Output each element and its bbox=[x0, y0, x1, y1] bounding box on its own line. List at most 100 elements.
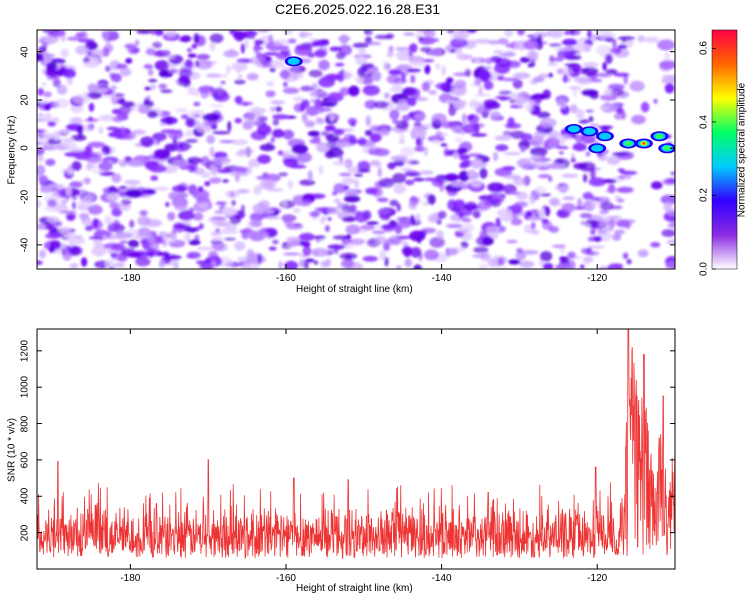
spectrogram-cell bbox=[66, 214, 76, 221]
spectrogram-cell bbox=[371, 230, 386, 235]
spectrogram-cell bbox=[454, 79, 467, 89]
spectrogram-cell bbox=[320, 260, 329, 268]
spectrogram-cell bbox=[160, 129, 178, 134]
spectrogram-cell bbox=[241, 230, 250, 240]
spectrogram-cell bbox=[158, 260, 166, 268]
spectrogram-cell bbox=[143, 64, 153, 69]
snr-peak-point bbox=[595, 466, 597, 468]
spectrogram-cell bbox=[226, 64, 231, 74]
spectrogram-cell bbox=[175, 107, 188, 113]
spectrogram-cell bbox=[389, 199, 399, 207]
spectrogram-cell bbox=[132, 129, 146, 135]
spectrogram-cell bbox=[383, 92, 390, 99]
spectrogram-cell bbox=[360, 224, 376, 231]
spectrogram-cell bbox=[162, 49, 171, 55]
spectrogram-cell bbox=[622, 252, 629, 260]
spectrogram-cell bbox=[401, 114, 411, 122]
spectrogram-cell bbox=[521, 250, 539, 255]
spectrogram-cell bbox=[209, 177, 222, 184]
snr-peak-point bbox=[643, 353, 645, 356]
spectrogram-cell bbox=[561, 173, 579, 178]
spectrogram-cell bbox=[564, 63, 580, 67]
spectrogram-cell bbox=[413, 124, 425, 131]
spectrogram-cell bbox=[319, 107, 332, 112]
spectrogram-cell bbox=[617, 44, 628, 49]
spectrogram-cell bbox=[544, 137, 561, 148]
spectrogram-cell bbox=[212, 243, 229, 252]
hotspot-inner bbox=[624, 140, 633, 146]
spectrogram-cell bbox=[387, 162, 396, 170]
spectrogram-cell bbox=[663, 202, 673, 212]
spectrogram-cell bbox=[428, 90, 437, 95]
spectrogram-cell bbox=[432, 139, 440, 144]
spectrogram-cell bbox=[82, 58, 90, 63]
spectrogram-cell bbox=[124, 43, 136, 50]
spectrogram-cell bbox=[152, 186, 169, 191]
x-tick-label: -140 bbox=[431, 273, 452, 284]
spectrogram-cell bbox=[196, 246, 214, 251]
spectrogram-cell bbox=[528, 194, 536, 205]
spectrogram-cell bbox=[265, 90, 276, 98]
spectrogram-cell bbox=[174, 205, 188, 211]
spectrogram-cell bbox=[237, 74, 242, 80]
spectrogram-cell bbox=[173, 262, 179, 269]
spectrogram-cell bbox=[377, 167, 382, 178]
spectrogram-cell bbox=[614, 229, 626, 235]
spectrogram-cell bbox=[512, 78, 523, 89]
spectrogram-cell bbox=[582, 61, 599, 68]
spectrogram-cell bbox=[378, 178, 396, 188]
spectrogram-cell bbox=[538, 208, 546, 219]
spectrogram-cell bbox=[351, 238, 364, 246]
spectrogram-cell bbox=[49, 145, 66, 150]
spectrogram-cell bbox=[460, 241, 469, 249]
spectrogram-cell bbox=[268, 246, 277, 251]
spectrogram-cell bbox=[578, 119, 590, 124]
spectrogram-cell bbox=[48, 246, 56, 253]
spectrogram-cell bbox=[549, 55, 555, 65]
spectrogram-cell bbox=[42, 53, 56, 58]
spectrogram-cell bbox=[206, 134, 216, 144]
spectrogram-cell bbox=[266, 188, 285, 192]
spectrogram-cell bbox=[581, 89, 599, 97]
spectrogram-cell bbox=[525, 102, 534, 112]
spectrogram-cell bbox=[533, 130, 546, 141]
spectrogram-cell bbox=[480, 252, 491, 262]
spectrogram-cell bbox=[186, 156, 203, 165]
spectrogram-cell bbox=[148, 68, 154, 76]
spectrogram-cell bbox=[409, 43, 418, 53]
spectrogram-cell bbox=[134, 234, 152, 239]
spectrogram-cell bbox=[631, 114, 646, 125]
spectrogram-cell bbox=[188, 165, 195, 173]
hotspot-mid bbox=[598, 132, 611, 140]
spectrogram-cell bbox=[605, 69, 618, 75]
spectrogram-cell bbox=[563, 74, 568, 83]
spectrogram-cell bbox=[152, 41, 162, 49]
spectrogram-cell bbox=[57, 226, 71, 233]
spectrogram-cell bbox=[423, 30, 436, 39]
spectrogram-cell bbox=[479, 263, 488, 269]
spectrogram-cell bbox=[582, 192, 594, 200]
spectrogram-cell bbox=[54, 98, 70, 109]
spectrogram-cell bbox=[86, 91, 103, 99]
spectrogram-cell bbox=[562, 196, 575, 201]
spectrogram-cell bbox=[275, 106, 283, 112]
spectrogram-cell bbox=[513, 176, 525, 186]
spectrogram-cell bbox=[489, 111, 502, 120]
spectrogram-cell bbox=[101, 30, 119, 36]
spectrogram-cell bbox=[587, 30, 592, 39]
spectrogram-cell bbox=[336, 161, 350, 167]
spectrogram-cell bbox=[145, 251, 156, 257]
spectrogram-cell bbox=[192, 212, 204, 221]
spectrogram-cell bbox=[283, 30, 294, 35]
spectrogram-cell bbox=[256, 175, 270, 180]
spectrogram-cell bbox=[172, 159, 190, 168]
spectrogram-cell bbox=[47, 199, 57, 208]
spectrogram-cell bbox=[51, 220, 63, 227]
hotspot-peak bbox=[642, 142, 646, 145]
spectrogram-cell bbox=[539, 251, 553, 262]
spectrogram-cell bbox=[470, 158, 483, 169]
spectrogram-cell bbox=[38, 113, 44, 117]
spectrogram-cell bbox=[373, 101, 389, 109]
spectrogram-cell bbox=[441, 65, 446, 76]
